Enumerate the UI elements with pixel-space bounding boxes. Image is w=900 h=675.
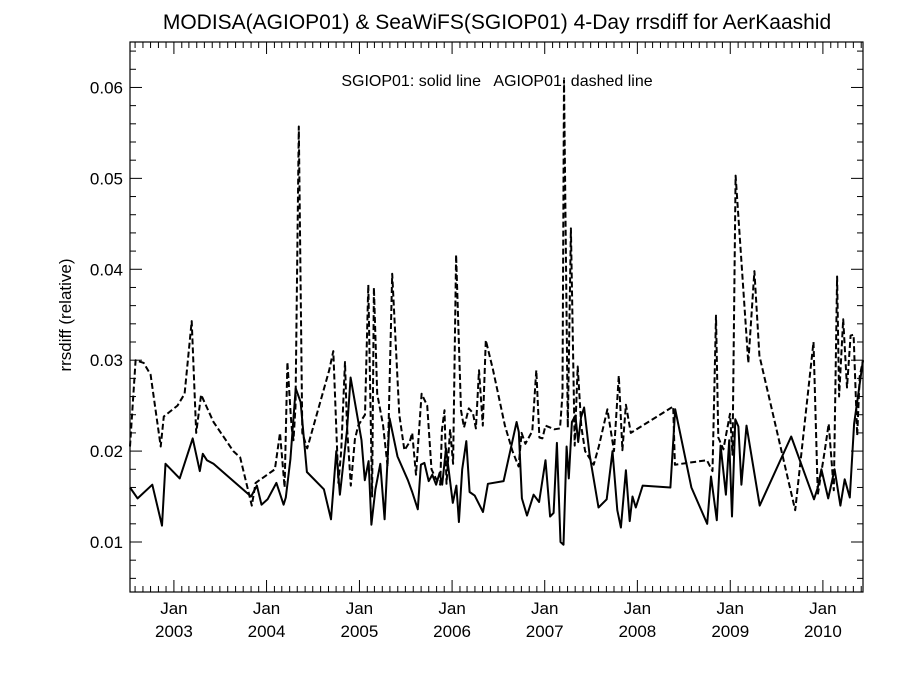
x-tick-month-label: Jan [346, 599, 373, 618]
y-tick-label: 0.03 [90, 351, 123, 370]
x-tick-year-label: 2003 [155, 622, 193, 641]
x-tick-month-label: Jan [531, 599, 558, 618]
series-line-sgiop01 [129, 360, 864, 546]
x-tick-month-label: Jan [717, 599, 744, 618]
x-tick-year-label: 2006 [433, 622, 471, 641]
y-tick-label: 0.06 [90, 78, 123, 97]
x-tick-year-label: 2009 [711, 622, 749, 641]
x-tick-year-label: 2004 [248, 622, 286, 641]
y-tick-label: 0.01 [90, 533, 123, 552]
y-axis: 0.01 0.02 0.03 0.04 0.05 0.06 [90, 50, 863, 579]
x-axis: Jan 2003 Jan 2004 Jan 2005 Jan 2006 Jan 2007 Jan 20… [134, 42, 862, 641]
series-layer [129, 79, 864, 546]
y-tick-label: 0.05 [90, 169, 123, 188]
y-tick-label: 0.02 [90, 442, 123, 461]
series-line-agiop01 [129, 79, 864, 512]
x-tick-month-label: Jan [438, 599, 465, 618]
x-tick-month-label: Jan [624, 599, 651, 618]
x-tick-month-label: Jan [253, 599, 280, 618]
plot-frame [129, 41, 864, 593]
y-axis-label: rrsdiff (relative) [56, 258, 75, 371]
x-tick-year-label: 2007 [526, 622, 564, 641]
y-tick-label: 0.04 [90, 260, 123, 279]
x-tick-month-label: Jan [160, 599, 187, 618]
x-tick-month-label: Jan [809, 599, 836, 618]
legend-annotation: SGIOP01: solid line AGIOP01: dashed line [341, 73, 652, 90]
x-tick-year-label: 2005 [341, 622, 379, 641]
x-tick-year-label: 2010 [804, 622, 842, 641]
x-tick-year-label: 2008 [618, 622, 656, 641]
chart-title: MODISA(AGIOP01) & SeaWiFS(SGIOP01) 4-Day… [163, 11, 831, 34]
